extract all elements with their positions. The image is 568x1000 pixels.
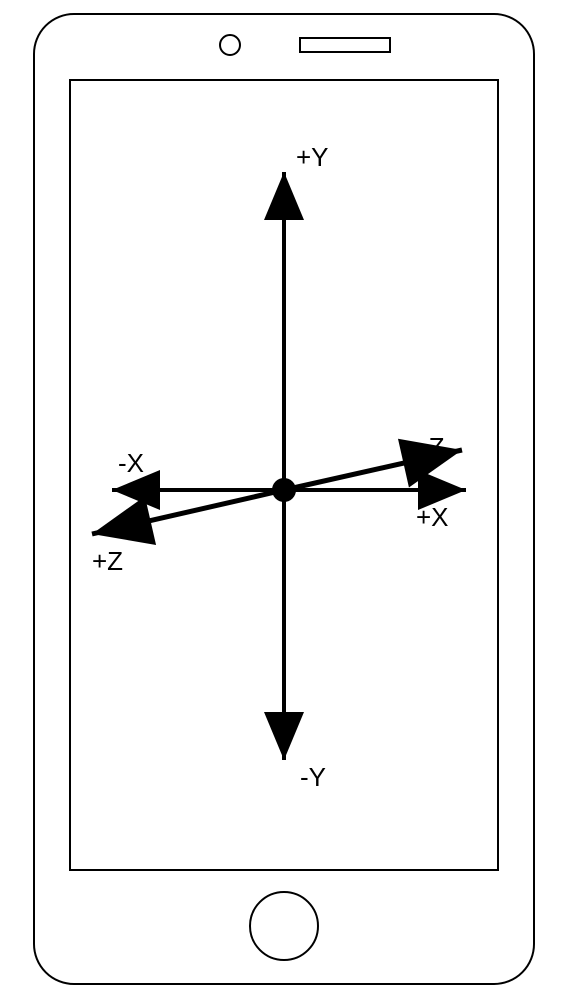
origin-point <box>272 478 296 502</box>
label-x-positive: +X <box>416 502 449 532</box>
label-z-negative: -Z <box>420 432 445 462</box>
home-button <box>250 892 318 960</box>
label-y-positive: +Y <box>296 142 329 172</box>
camera-icon <box>220 35 240 55</box>
label-x-negative: -X <box>118 448 144 478</box>
label-y-negative: -Y <box>300 762 326 792</box>
diagram-canvas: +Y -Y +X -X +Z -Z <box>0 0 568 1000</box>
label-z-positive: +Z <box>92 546 123 576</box>
speaker-slot <box>300 38 390 52</box>
axis-z-positive <box>92 490 284 534</box>
